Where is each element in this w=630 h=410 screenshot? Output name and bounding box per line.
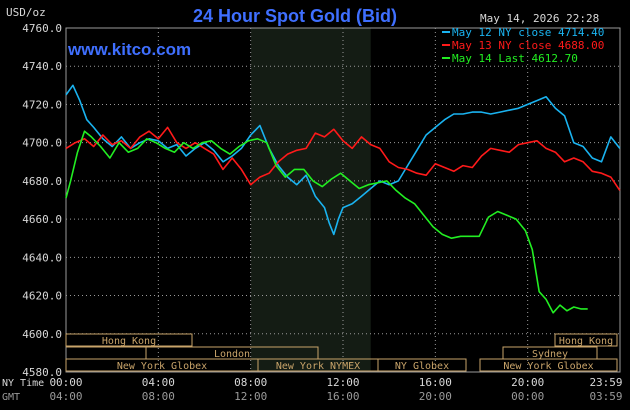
chart-title: 24 Hour Spot Gold (Bid) xyxy=(193,6,397,26)
ny-time-tick-label: 08:00 xyxy=(234,376,267,389)
y-tick-label: 4680.0 xyxy=(22,175,62,188)
gmt-tick-label: 16:00 xyxy=(326,390,359,403)
session-box xyxy=(554,333,618,347)
gmt-tick-label: 20:00 xyxy=(419,390,452,403)
price-line-series-2 xyxy=(65,126,621,191)
gmt-tick-label: 08:00 xyxy=(142,390,175,403)
y-tick-label: 4720.0 xyxy=(22,98,62,111)
gmt-tick-label: 03:59 xyxy=(589,390,622,403)
gmt-axis-label: GMT xyxy=(2,392,20,403)
x-tick-labels: 00:0004:0004:0008:0008:0012:0012:0016:00… xyxy=(49,376,622,403)
ny-time-tick-label: 23:59 xyxy=(589,376,622,389)
kitco-watermark: www.kitco.com xyxy=(67,40,191,59)
ny-time-tick-label: 12:00 xyxy=(326,376,359,389)
gmt-tick-label: 12:00 xyxy=(234,390,267,403)
session-box xyxy=(65,333,193,347)
plot-border xyxy=(65,27,621,373)
session-box xyxy=(377,358,467,372)
ny-time-tick-label: 00:00 xyxy=(49,376,82,389)
y-tick-label: 4760.0 xyxy=(22,22,62,35)
gmt-tick-label: 04:00 xyxy=(49,390,82,403)
legend-entry: May 14 Last 4612.70 xyxy=(452,52,578,65)
session-box xyxy=(479,358,618,372)
legend-entry: May 13 NY close 4688.00 xyxy=(452,39,604,52)
session-label: Sydney xyxy=(532,349,568,360)
y-tick-label: 4640.0 xyxy=(22,251,62,264)
gridlines xyxy=(65,27,621,373)
ny-time-axis-label: NY Time xyxy=(2,378,44,389)
y-tick-label: 4660.0 xyxy=(22,213,62,226)
ny-session-shade xyxy=(250,28,371,372)
session-label: New York Globex xyxy=(503,361,593,372)
legend-entry: May 12 NY close 4714.40 xyxy=(452,26,604,39)
price-line-series-1 xyxy=(65,84,621,236)
session-label: New York Globex xyxy=(117,361,207,372)
session-label: Hong Kong xyxy=(102,336,156,347)
y-tick-label: 4580.0 xyxy=(22,366,62,379)
y-tick-label: 4740.0 xyxy=(22,60,62,73)
session-label: New York NYMEX xyxy=(276,361,360,372)
series-lines xyxy=(65,84,621,314)
y-tick-label: 4620.0 xyxy=(22,290,62,303)
gmt-tick-label: 00:00 xyxy=(511,390,544,403)
units-label: USD/oz xyxy=(6,6,46,19)
y-tick-labels: 4580.0 4600.0 4620.0 4640.0 4660.0 4680.0 4700… xyxy=(22,22,62,379)
timestamp: May 14, 2026 22:28 xyxy=(480,12,599,25)
ny-time-tick-label: 16:00 xyxy=(419,376,452,389)
session-label: NY Globex xyxy=(395,361,449,372)
y-tick-label: 4700.0 xyxy=(22,137,62,150)
ny-time-tick-label: 04:00 xyxy=(142,376,175,389)
ny-session-shade-layer xyxy=(250,28,371,372)
price-line-series-3 xyxy=(65,130,588,314)
ny-time-tick-label: 20:00 xyxy=(511,376,544,389)
session-label: Hong Kong xyxy=(559,336,613,347)
y-tick-label: 4600.0 xyxy=(22,328,62,341)
trading-sessions: Hong Kong London New York Globex New York N… xyxy=(65,333,618,372)
session-label: London xyxy=(214,349,250,360)
